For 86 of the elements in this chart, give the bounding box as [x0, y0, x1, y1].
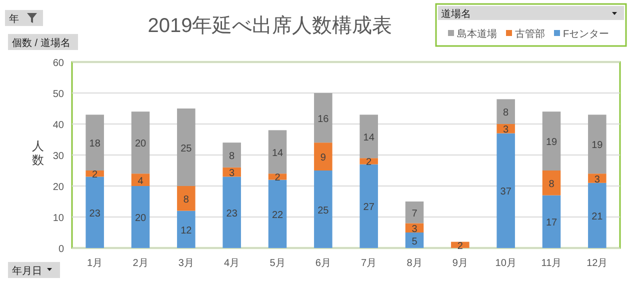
data-label: 37 — [500, 186, 512, 198]
y-axis-title: 人数 — [32, 139, 44, 167]
x-tick-label: 5月 — [270, 258, 286, 269]
bar — [542, 195, 561, 248]
bar — [496, 99, 515, 124]
data-label: 14 — [363, 132, 375, 144]
bar — [360, 114, 378, 158]
bar — [177, 210, 196, 248]
bar — [131, 186, 150, 248]
bar — [268, 130, 287, 174]
bar — [177, 108, 196, 186]
data-label: 18 — [89, 138, 101, 150]
data-label: 25 — [318, 205, 330, 216]
y-tick-label: 0 — [58, 244, 64, 255]
bar — [222, 142, 241, 168]
data-label: 25 — [180, 143, 192, 154]
bar — [360, 164, 378, 248]
y-tick-label: 10 — [52, 213, 64, 224]
x-tick-label: 9月 — [452, 258, 468, 269]
bar — [314, 170, 332, 248]
bar — [314, 93, 332, 143]
data-label: 5 — [412, 236, 418, 248]
x-tick-label: 6月 — [315, 258, 331, 269]
bar — [542, 170, 561, 196]
x-tick-label: 12月 — [586, 258, 608, 269]
bar — [405, 232, 424, 248]
data-label: 23 — [226, 208, 238, 220]
data-label: 22 — [272, 210, 284, 221]
data-label: 17 — [546, 218, 558, 229]
data-label: 20 — [134, 213, 146, 224]
data-label: 21 — [592, 211, 604, 222]
bar — [496, 133, 515, 248]
data-label: 23 — [89, 208, 101, 220]
x-tick-label: 7月 — [361, 258, 377, 269]
x-tick-label: 11月 — [541, 258, 562, 269]
y-tick-label: 50 — [52, 89, 64, 100]
bar — [131, 112, 150, 174]
data-label: 4 — [138, 176, 144, 187]
bar — [588, 182, 606, 248]
data-label: 3 — [503, 124, 510, 136]
data-label: 27 — [363, 202, 375, 214]
bar — [131, 174, 150, 186]
bar — [177, 186, 196, 211]
x-tick-label: 2月 — [132, 258, 148, 269]
data-label: 8 — [183, 194, 190, 206]
data-label: 8 — [548, 178, 555, 190]
data-label: 12 — [180, 225, 192, 236]
data-label: 9 — [320, 152, 326, 164]
data-label: 8 — [503, 108, 510, 119]
value-field-button: 個数 / 道場名 — [8, 34, 78, 50]
data-label: 20 — [134, 138, 146, 150]
data-label: 8 — [229, 151, 236, 162]
bar — [542, 112, 561, 170]
data-label: 19 — [546, 137, 558, 148]
bar — [405, 202, 424, 224]
y-tick-label: 20 — [52, 182, 64, 193]
bar — [588, 114, 606, 174]
data-label: 16 — [318, 114, 330, 125]
bar — [222, 176, 241, 248]
data-label: 7 — [412, 208, 418, 220]
y-tick-label: 60 — [52, 58, 64, 69]
bar — [496, 124, 515, 134]
legend-title: 道場名 — [441, 8, 471, 20]
data-label: 19 — [592, 140, 604, 152]
data-label: 3 — [229, 168, 236, 180]
bar — [86, 176, 104, 248]
bar — [268, 180, 287, 248]
chart-title: 2019年延べ出席人数構成表 — [148, 15, 392, 37]
x-tick-label: 10月 — [495, 258, 516, 269]
data-label: 3 — [412, 224, 418, 235]
year-filter-button: 年 — [5, 10, 43, 26]
legend-label: 古管部 — [515, 28, 545, 40]
x-tick-label: 4月 — [224, 258, 240, 269]
data-label: 14 — [272, 148, 284, 159]
legend-label: 島本道場 — [457, 28, 497, 40]
bar — [588, 174, 606, 183]
y-tick-label: 40 — [52, 120, 64, 131]
y-tick-label: 30 — [52, 151, 64, 162]
x-tick-label: 1月 — [87, 258, 103, 269]
legend-label: Fセンター — [563, 29, 610, 40]
bar — [314, 142, 332, 170]
data-label: 3 — [594, 174, 600, 186]
bar — [86, 114, 104, 170]
x-tick-label: 8月 — [406, 258, 422, 269]
x-tick-label: 3月 — [178, 258, 194, 269]
date-field-button: 年月日 — [8, 262, 60, 278]
